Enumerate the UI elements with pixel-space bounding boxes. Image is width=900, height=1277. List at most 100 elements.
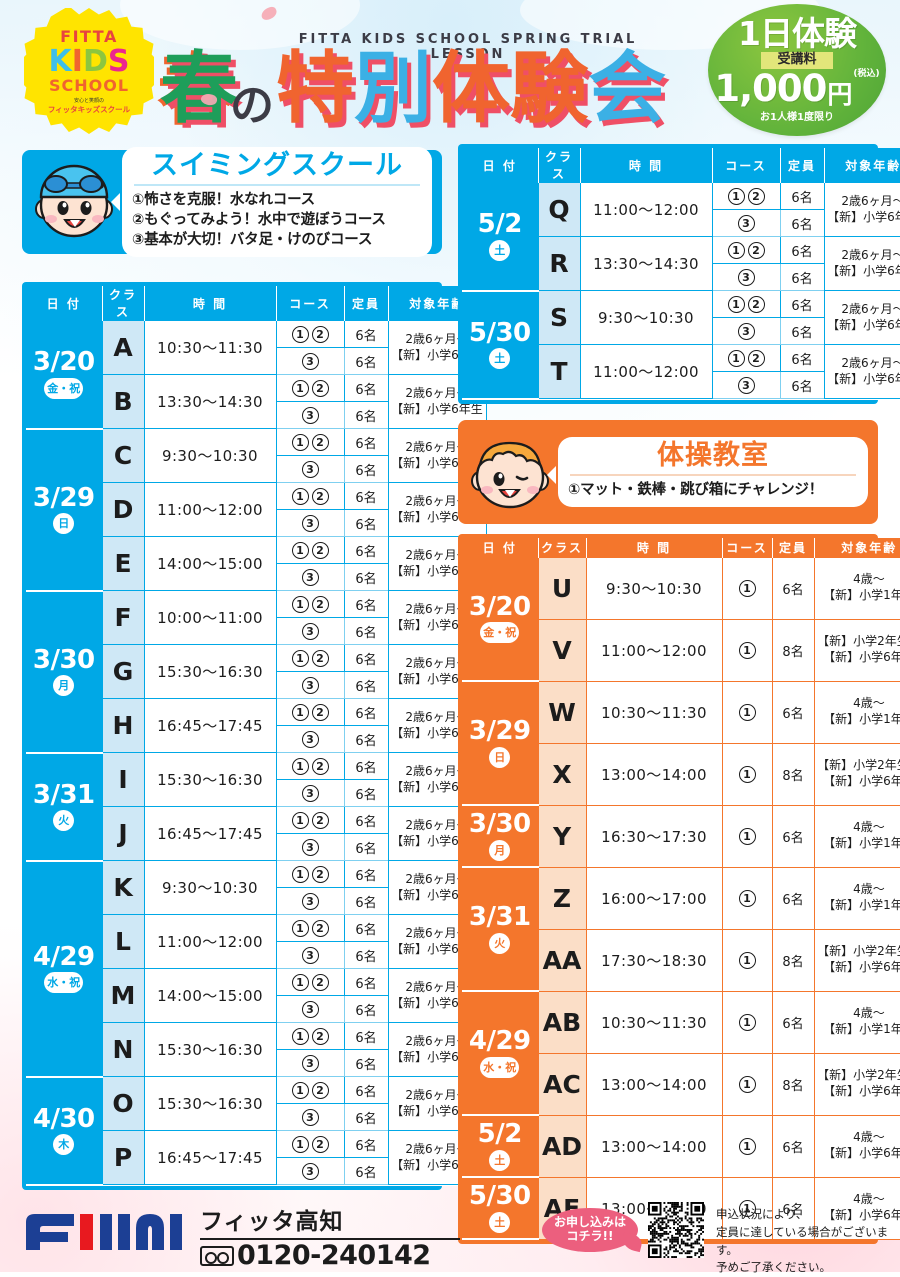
swimming-section-banner: スイミングスクール ①怖さを克服！水なれコース ②もぐってみよう！水中で遊ぼうコ… [22, 150, 442, 254]
day-of-week: 火 [489, 933, 510, 954]
capacity-cell: 6名 [344, 1131, 388, 1158]
course-cell: 3 [276, 348, 344, 375]
column-header-1: クラス [538, 148, 580, 183]
day-of-week: 土 [489, 1150, 510, 1171]
course-cell: 3 [276, 942, 344, 969]
column-header-1: クラス [538, 538, 586, 557]
course-marker: 3 [302, 893, 319, 910]
age-cell: 4歳～【新】小学1年生 [814, 867, 900, 929]
age-cell: 【新】小学2年生～【新】小学6年生 [814, 929, 900, 991]
age-line: 【新】小学2年生～ [815, 758, 900, 774]
time-cell: 13:00～14:00 [586, 1053, 722, 1115]
gym-course-bubble: 体操教室 ①マット・鉄棒・跳び箱にチャレンジ！ [558, 437, 868, 506]
time-cell: 9:30～10:30 [580, 291, 712, 345]
course-cell: 3 [712, 372, 780, 399]
time-cell: 11:00～12:00 [580, 183, 712, 237]
course-marker: 2 [312, 704, 329, 721]
price-badge: 1日体験 受講料 1,000 円 (税込) お1人様1度限り [708, 4, 886, 136]
table-header-row: 日 付クラス時 間コース定員対象年齢 [26, 286, 486, 321]
course-marker: 1 [739, 1076, 756, 1093]
table-header-row: 日 付クラス時 間コース定員対象年齢 [462, 538, 900, 557]
course-cell: 1 [722, 681, 772, 743]
capacity-cell: 6名 [344, 402, 388, 429]
course-marker: 1 [292, 596, 309, 613]
freedial-icon [200, 1246, 234, 1266]
date-value: 3/29 [26, 485, 102, 512]
class-cell: K [102, 861, 144, 915]
time-cell: 9:30～10:30 [586, 557, 722, 619]
capacity-cell: 6名 [344, 699, 388, 726]
age-line: 2歳6ヶ月～ [825, 302, 900, 318]
course-cell: 3 [276, 564, 344, 591]
title-char-betsu: 別 [354, 50, 432, 128]
course-cell: 3 [276, 834, 344, 861]
capacity-cell: 8名 [772, 743, 814, 805]
date-value: 3/29 [462, 718, 538, 745]
class-cell: U [538, 557, 586, 619]
course-marker: 2 [748, 350, 765, 367]
column-header-0: 日 付 [462, 538, 538, 557]
day-of-week: 土 [489, 240, 510, 261]
logo-name-jp: フィッタキッズスクール [48, 104, 130, 115]
capacity-cell: 6名 [780, 345, 824, 372]
course-marker: 1 [739, 1138, 756, 1155]
course-cell: 3 [276, 1050, 344, 1077]
course-marker: 1 [728, 350, 745, 367]
course-marker: 1 [728, 242, 745, 259]
course-marker: 1 [739, 766, 756, 783]
capacity-cell: 6名 [344, 321, 388, 348]
time-cell: 13:30～14:30 [144, 375, 276, 429]
page-title: 春 の 特 別 体 験 会 [160, 44, 680, 134]
course-cell: 3 [276, 996, 344, 1023]
swimming-course-3: ③基本が大切！バタ足・けのびコース [132, 230, 422, 250]
capacity-cell: 6名 [780, 318, 824, 345]
time-cell: 11:00～12:00 [144, 915, 276, 969]
divider [134, 184, 420, 186]
day-of-week: 木 [53, 1134, 74, 1155]
capacity-cell: 6名 [344, 807, 388, 834]
class-cell: AD [538, 1115, 586, 1177]
course-cell: 1 [722, 743, 772, 805]
course-marker: 1 [292, 650, 309, 667]
course-marker: 1 [292, 1082, 309, 1099]
course-marker: 2 [312, 542, 329, 559]
capacity-cell: 6名 [344, 510, 388, 537]
phone-number[interactable]: 0120-240142 [237, 1242, 431, 1269]
age-line: 4歳～ [815, 1130, 900, 1146]
qr-code[interactable] [648, 1202, 704, 1258]
class-cell: Y [538, 805, 586, 867]
time-cell: 15:30～16:30 [144, 645, 276, 699]
age-line: 【新】小学6年生 [815, 650, 900, 666]
age-line: 2歳6ヶ月～ [825, 194, 900, 210]
course-marker: 1 [292, 542, 309, 559]
time-cell: 11:00～12:00 [580, 345, 712, 399]
age-cell: 4歳～【新】小学1年生 [814, 991, 900, 1053]
course-cell: 3 [276, 618, 344, 645]
course-marker: 1 [292, 380, 309, 397]
capacity-cell: 6名 [772, 1115, 814, 1177]
course-marker: 2 [312, 866, 329, 883]
table-header-row: 日 付クラス時 間コース定員対象年齢 [462, 148, 900, 183]
age-line: 【新】小学6年生 [825, 318, 900, 334]
date-value: 3/31 [26, 782, 102, 809]
